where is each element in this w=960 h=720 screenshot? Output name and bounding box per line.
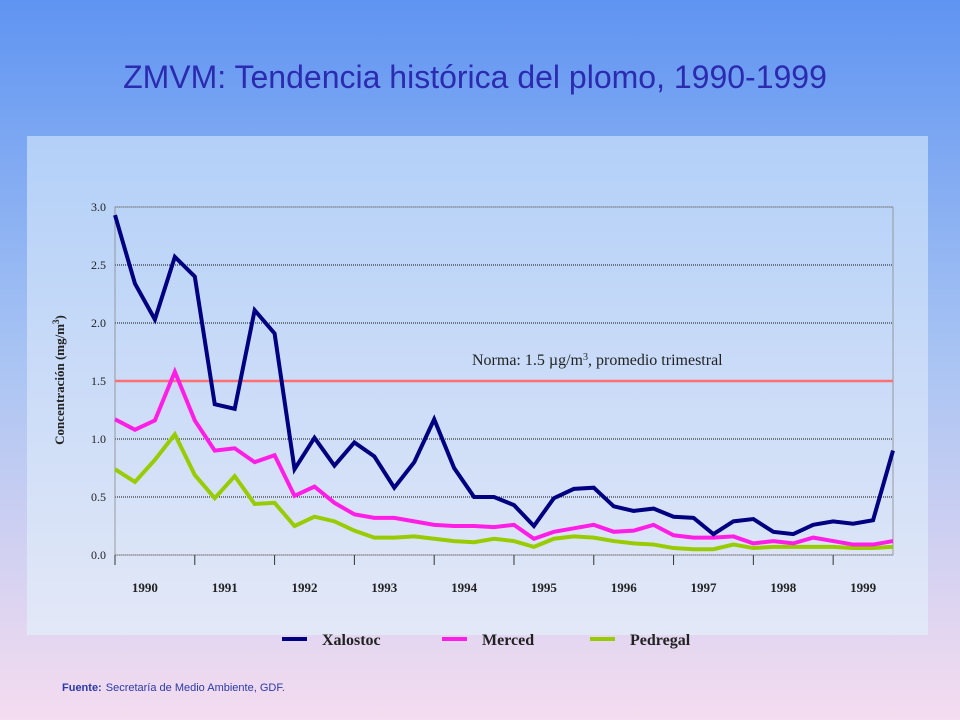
legend-label: Pedregal [630,632,691,649]
y-tick-label: 0.5 [91,490,106,504]
y-label-text: Concentración (mg/m [52,324,67,445]
x-tick-label: 1993 [371,580,398,595]
x-tick-label: 1992 [292,580,318,595]
legend-label: Merced [482,632,534,649]
series-line [113,214,895,537]
reference-label: Norma: 1.5 µg/m3, promedio trimestral [472,352,723,370]
y-axis-label: Concentración (mg/m3) [51,315,67,445]
y-label-sup: 3 [51,319,61,324]
x-tick-label: 1994 [451,580,478,595]
ref-label-after: , promedio trimestral [588,352,723,369]
ref-label-text: Norma: 1.5 µg/m [472,352,584,369]
y-label-after: ) [52,315,67,319]
x-tick-label: 1990 [132,580,158,595]
y-tick-label: 2.5 [91,258,106,272]
x-tick-label: 1998 [770,580,797,595]
series-line [114,366,894,547]
x-tick-label: 1991 [212,580,238,595]
source-text: Secretaría de Medio Ambiente, GDF. [106,682,285,694]
x-tick-label: 1995 [531,580,558,595]
source: Fuente: Secretaría de Medio Ambiente, GDF… [62,682,285,694]
series-line [113,430,894,552]
x-tick-label: 1999 [850,580,877,595]
legend-label: Xalostoc [322,632,381,649]
y-tick-label: 3.0 [91,200,106,214]
y-tick-label: 1.5 [91,374,106,388]
y-tick-label: 2.0 [91,316,106,330]
x-tick-label: 1996 [611,580,638,595]
source-label: Fuente: [62,682,102,694]
chart-panel [27,136,928,635]
y-tick-label: 0.0 [91,548,106,562]
ref-label-sup: 3 [583,352,588,363]
x-tick-label: 1997 [690,580,717,595]
chart-title: ZMVM: Tendencia histórica del plomo, 199… [123,59,827,95]
y-tick-label: 1.0 [91,432,106,446]
